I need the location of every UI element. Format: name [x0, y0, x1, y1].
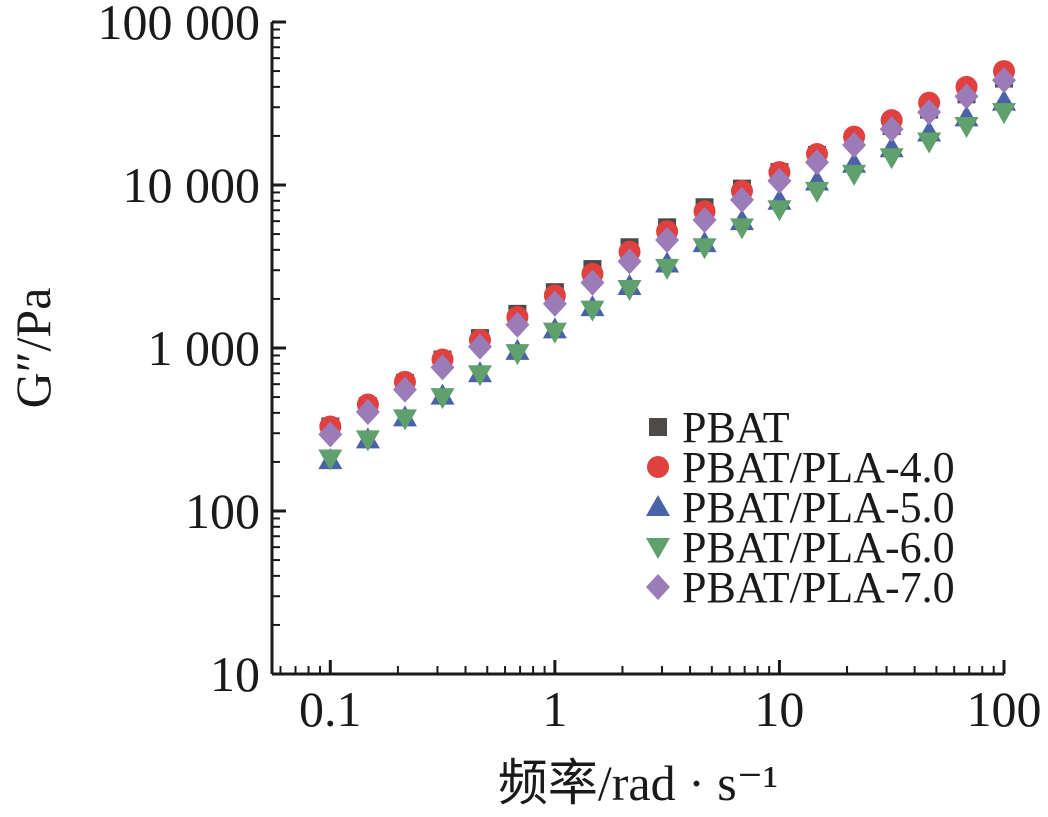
data-point — [767, 200, 792, 222]
series-4 — [318, 67, 1016, 448]
data-point — [954, 83, 979, 110]
y-tick-label: 1 000 — [148, 320, 261, 376]
data-point — [729, 218, 754, 240]
data-point — [580, 269, 605, 296]
legend: PBATPBAT/PLA-4.0PBAT/PLA-5.0PBAT/PLA-6.0… — [646, 403, 955, 612]
data-point — [692, 238, 717, 260]
data-point — [505, 311, 530, 338]
data-point — [992, 103, 1016, 125]
data-point — [879, 148, 904, 170]
axes: 0.1 1 10 100 10 100 1 000 10 000 100 000 — [98, 0, 1042, 737]
data-point — [467, 333, 492, 360]
data-point — [842, 131, 867, 158]
data-point — [505, 344, 530, 366]
data-point — [917, 132, 942, 154]
data-point — [692, 206, 717, 233]
x-tick-label: 100 — [967, 681, 1042, 737]
data-point — [655, 258, 680, 280]
data-point — [467, 365, 492, 387]
data-point — [767, 167, 792, 194]
y-tick-label: 100 000 — [98, 0, 261, 50]
data-point — [430, 388, 455, 410]
data-point — [580, 300, 605, 322]
data-point — [805, 181, 830, 203]
legend-item: PBAT/PLA-4.0 — [647, 443, 955, 492]
legend-marker — [646, 538, 670, 559]
data-point — [355, 430, 380, 452]
legend-item: PBAT/PLA-7.0 — [646, 563, 955, 612]
data-point — [430, 354, 455, 381]
legend-item: PBAT — [649, 403, 790, 452]
data-point — [542, 290, 567, 317]
x-tick-label: 10 — [754, 681, 804, 737]
data-point — [392, 409, 417, 431]
data-point — [318, 449, 343, 471]
legend-marker — [646, 495, 670, 516]
legend-marker — [646, 574, 670, 600]
series-3 — [318, 103, 1016, 471]
legend-label: PBAT/PLA-4.0 — [682, 443, 955, 492]
data-point — [355, 398, 380, 425]
y-axis-label: G″/Pa — [5, 288, 61, 409]
x-tick-label: 1 — [542, 681, 567, 737]
x-tick-label: 0.1 — [299, 681, 362, 737]
data-point — [805, 149, 830, 176]
legend-label: PBAT/PLA-6.0 — [682, 523, 955, 572]
legend-label: PBAT — [682, 403, 790, 452]
data-point — [842, 164, 867, 186]
data-points — [318, 60, 1016, 471]
data-point — [655, 226, 680, 253]
data-point — [992, 67, 1016, 94]
data-point — [879, 116, 904, 143]
data-point — [729, 186, 754, 213]
data-point — [617, 248, 642, 275]
data-point — [954, 117, 979, 139]
data-point — [542, 322, 567, 344]
legend-item: PBAT/PLA-5.0 — [646, 483, 955, 532]
legend-label: PBAT/PLA-7.0 — [682, 563, 955, 612]
data-point — [392, 376, 417, 403]
legend-marker — [647, 456, 669, 478]
legend-marker — [649, 418, 667, 436]
legend-label: PBAT/PLA-5.0 — [682, 483, 955, 532]
y-tick-label: 10 000 — [123, 157, 261, 213]
data-point — [617, 280, 642, 302]
x-axis-label: 频率/rad · s⁻¹ — [498, 755, 778, 811]
y-tick-label: 10 — [210, 646, 260, 702]
legend-item: PBAT/PLA-6.0 — [646, 523, 955, 572]
data-point — [318, 421, 343, 448]
y-tick-label: 100 — [185, 483, 260, 539]
data-point — [917, 99, 942, 126]
